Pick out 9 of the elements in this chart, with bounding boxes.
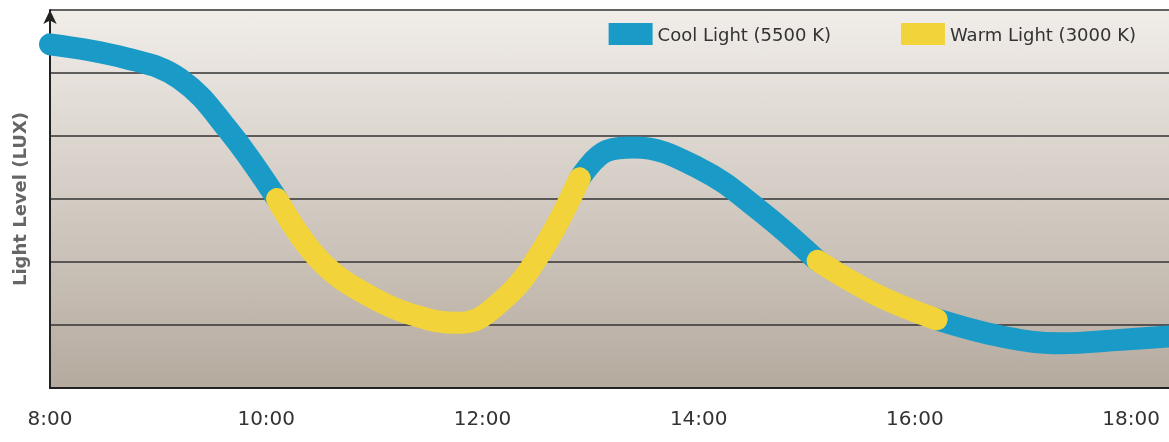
x-tick-label: 12:00 (453, 406, 512, 430)
x-tick-label: 16:00 (886, 406, 944, 430)
x-tick-label: 10:00 (237, 406, 296, 430)
x-tick-label: 14:00 (669, 406, 728, 430)
x-tick-label: 18:00 (1102, 406, 1160, 430)
x-tick-label: 8:00 (27, 406, 73, 430)
y-axis-title: Light Level (LUX) (8, 111, 30, 287)
legend-label: Cool Light (5500 K) (657, 23, 831, 45)
legend-label: Warm Light (3000 K) (949, 23, 1137, 45)
